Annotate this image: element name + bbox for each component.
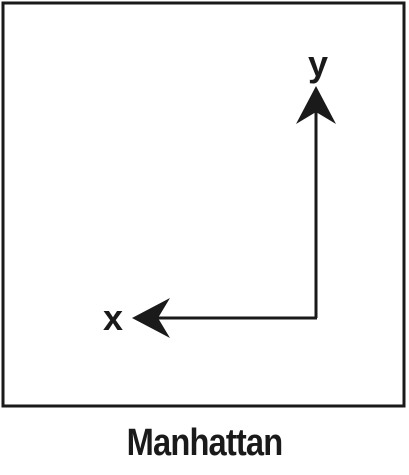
- x-arrowhead-icon: [132, 298, 170, 338]
- axes-diagram: y x: [1, 1, 406, 408]
- y-axis-label: y: [308, 43, 328, 84]
- y-arrowhead-icon: [296, 86, 336, 124]
- diagram-frame: y x: [1, 1, 406, 408]
- border-box: [1, 1, 406, 408]
- x-axis-label: x: [103, 297, 123, 338]
- diagram-caption: Manhattan: [126, 422, 284, 464]
